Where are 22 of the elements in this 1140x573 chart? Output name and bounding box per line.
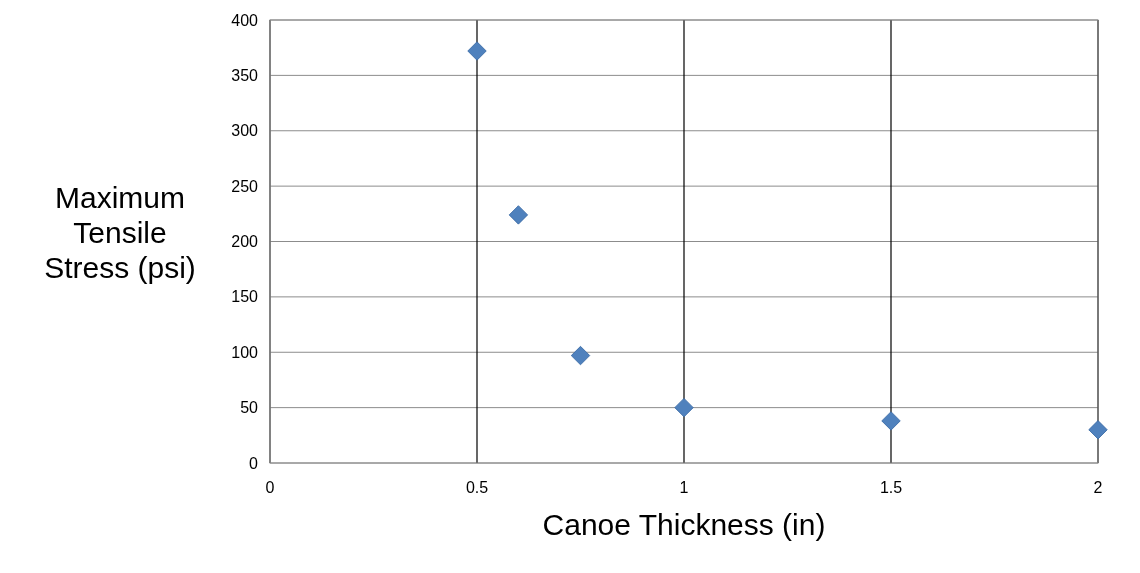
- x-tick-label: 1: [679, 479, 689, 496]
- x-axis-title: Canoe Thickness (in): [542, 508, 826, 541]
- y-tick-label: 0: [249, 454, 259, 472]
- y-tick-label: 50: [240, 399, 259, 417]
- y-axis-title: Maximum Tensile Stress (psi): [44, 180, 196, 284]
- y-tick-label: 400: [231, 11, 259, 29]
- point: [1088, 420, 1108, 440]
- x-tick-label: 0.5: [465, 479, 489, 496]
- y-tick-label: 100: [231, 343, 259, 361]
- x-tick-label: 1.5: [879, 479, 903, 496]
- y-tick-label: 200: [231, 233, 259, 250]
- y-tick-label: 350: [231, 66, 259, 84]
- y-tick-label: 300: [231, 122, 259, 140]
- y-tick-label: 150: [231, 288, 259, 306]
- y-tick-label: 250: [231, 177, 259, 195]
- point: [881, 411, 901, 431]
- point: [467, 41, 487, 61]
- point: [570, 345, 591, 366]
- point: [508, 205, 529, 225]
- point: [674, 398, 694, 418]
- x-tick-label: 2: [1093, 479, 1103, 496]
- x-tick-label: 0: [265, 479, 275, 496]
